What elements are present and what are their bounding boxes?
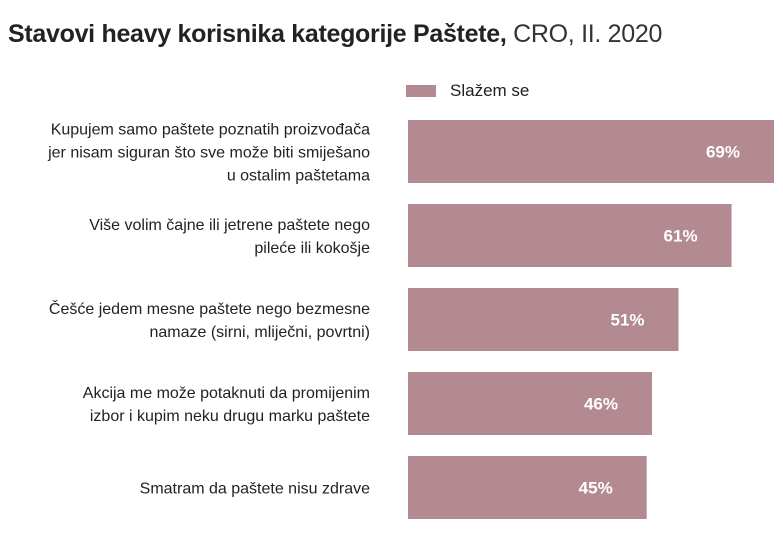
category-label-1-line-2: jer nisam siguran što sve može biti smij… (47, 145, 370, 162)
chart-title-main: Stavovi heavy korisnika kategorije Pašte… (8, 20, 507, 48)
chart-title: Stavovi heavy korisnika kategorije Pašte… (8, 20, 662, 49)
category-label-3-line-2: namaze (sirni, mliječni, povrtni) (149, 324, 370, 341)
bar-value-label-4: 46% (584, 395, 618, 414)
bar-5 (408, 456, 647, 519)
bar-value-label-1: 69% (706, 143, 740, 162)
chart-title-sub: CRO, II. 2020 (513, 20, 663, 48)
category-label-5-line-1: Smatram da paštete nisu zdrave (140, 481, 370, 498)
bar-value-label-5: 45% (579, 479, 613, 498)
bar-1 (408, 120, 774, 183)
legend-swatch (406, 85, 436, 97)
bar-4 (408, 372, 652, 435)
bar-value-label-3: 51% (610, 311, 644, 330)
bar-2 (408, 204, 732, 267)
category-label-1-line-3: u ostalim paštetama (227, 168, 370, 185)
category-label-3-line-1: Češće jedem mesne paštete nego bezmesne (49, 299, 370, 318)
bar-3 (408, 288, 679, 351)
category-label-2-line-2: pileće ili kokošje (254, 240, 370, 257)
legend-label: Slažem se (450, 81, 530, 100)
bar-value-label-2: 61% (664, 227, 698, 246)
category-label-2-line-1: Više volim čajne ili jetrene paštete neg… (89, 217, 370, 234)
category-label-4-line-2: izbor i kupim neku drugu marku paštete (90, 408, 370, 425)
chart-legend: Slažem se (406, 80, 529, 102)
category-label-1-line-1: Kupujem samo paštete poznatih proizvođač… (51, 122, 370, 139)
category-label-4-line-1: Akcija me može potaknuti da promijenim (83, 385, 370, 402)
